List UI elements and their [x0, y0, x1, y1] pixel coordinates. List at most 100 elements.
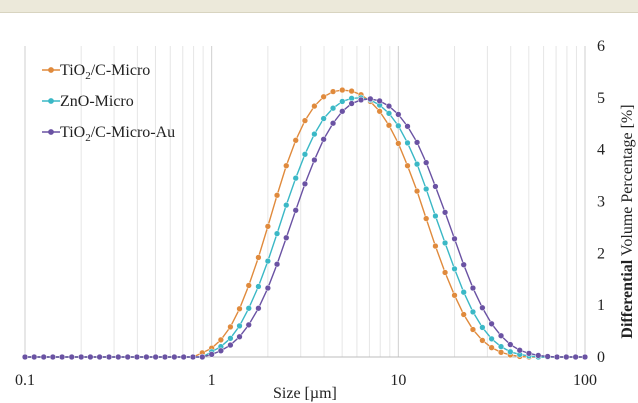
legend-swatch-marker — [48, 67, 54, 73]
data-point — [292, 175, 299, 182]
legend: TiO2/C-Micro ZnO-Micro TiO2/C-Micro-Au — [42, 62, 175, 144]
data-point — [376, 97, 383, 105]
data-point — [460, 261, 467, 268]
data-point — [348, 87, 355, 95]
legend-swatch-marker — [48, 98, 54, 104]
data-point — [273, 192, 281, 199]
data-point — [469, 326, 477, 333]
data-point — [497, 332, 505, 339]
data-point — [339, 98, 346, 105]
data-point — [516, 347, 523, 354]
data-point — [273, 261, 281, 268]
data-point — [264, 284, 272, 292]
data-point — [507, 348, 514, 355]
data-point — [40, 353, 47, 361]
data-point — [283, 162, 290, 169]
data-point — [161, 353, 169, 361]
data-point — [245, 305, 252, 312]
data-point — [460, 311, 467, 318]
data-point — [469, 308, 477, 316]
data-point — [292, 207, 299, 214]
data-point — [273, 230, 281, 237]
data-point — [376, 108, 383, 115]
data-point — [339, 108, 346, 115]
data-point — [227, 323, 234, 331]
data-point — [152, 353, 159, 361]
data-point — [329, 120, 337, 127]
data-point — [413, 161, 421, 168]
data-point — [544, 353, 551, 360]
x-tick-label: 0.1 — [15, 372, 35, 389]
data-point — [58, 353, 66, 361]
legend-label: ZnO-Micro — [60, 93, 134, 110]
data-point — [264, 257, 272, 265]
y-axis-title: Differential Volume Percentage [%] — [619, 104, 636, 338]
x-axis-title: Size [µm] — [273, 385, 337, 402]
data-point — [395, 140, 402, 147]
data-point — [395, 111, 402, 118]
y-tick-label: 1 — [597, 297, 605, 314]
legend-item: ZnO-Micro — [42, 93, 134, 110]
data-point — [395, 122, 402, 129]
grid-lines — [24, 46, 586, 357]
data-point — [441, 239, 449, 247]
data-point — [292, 137, 299, 144]
data-point — [236, 305, 243, 312]
data-point — [264, 223, 272, 230]
x-tick-label: 1 — [208, 372, 216, 389]
data-point — [217, 336, 225, 344]
y-tick-label: 5 — [597, 90, 605, 107]
data-point — [143, 353, 150, 361]
data-point — [432, 212, 439, 220]
data-point — [236, 333, 243, 340]
data-point — [432, 183, 439, 190]
data-point — [423, 159, 430, 166]
data-point — [581, 353, 589, 361]
data-point — [255, 283, 262, 290]
data-point — [124, 353, 131, 361]
data-point — [329, 105, 337, 112]
data-point — [320, 136, 327, 143]
data-point — [348, 100, 355, 107]
data-point — [339, 86, 346, 94]
data-point — [87, 353, 94, 361]
data-point — [217, 347, 225, 354]
data-point — [255, 254, 262, 261]
y-tick-label: 2 — [597, 245, 605, 262]
y-axis-title-bold: Differential — [619, 259, 636, 338]
data-point — [423, 215, 430, 222]
data-point — [105, 353, 113, 361]
data-point — [49, 353, 57, 361]
data-point — [563, 353, 570, 361]
data-point — [21, 353, 29, 361]
legend-item: TiO2/C-Micro-Au — [42, 124, 175, 144]
data-point — [78, 353, 85, 361]
x-tick-label: 10 — [390, 372, 406, 389]
data-point — [227, 341, 234, 349]
y-tick-label: 0 — [597, 349, 605, 366]
data-point — [199, 353, 206, 361]
data-point — [469, 284, 477, 292]
data-point — [367, 95, 374, 103]
data-point — [245, 321, 252, 329]
data-point — [479, 324, 486, 331]
data-point — [385, 102, 393, 110]
top-banner-strip — [0, 0, 638, 12]
data-point — [68, 353, 75, 361]
data-point — [227, 335, 234, 342]
data-point — [497, 343, 505, 350]
data-point — [525, 350, 533, 357]
data-point — [357, 96, 365, 104]
data-point — [385, 122, 393, 129]
data-point — [404, 162, 411, 169]
legend-label: TiO2/C-Micro — [60, 62, 150, 82]
data-point — [413, 139, 421, 146]
data-point — [311, 102, 318, 110]
data-point — [329, 88, 337, 95]
data-point — [451, 292, 458, 299]
data-point — [96, 353, 103, 361]
data-point — [479, 304, 486, 311]
y-tick-label: 3 — [597, 194, 605, 211]
